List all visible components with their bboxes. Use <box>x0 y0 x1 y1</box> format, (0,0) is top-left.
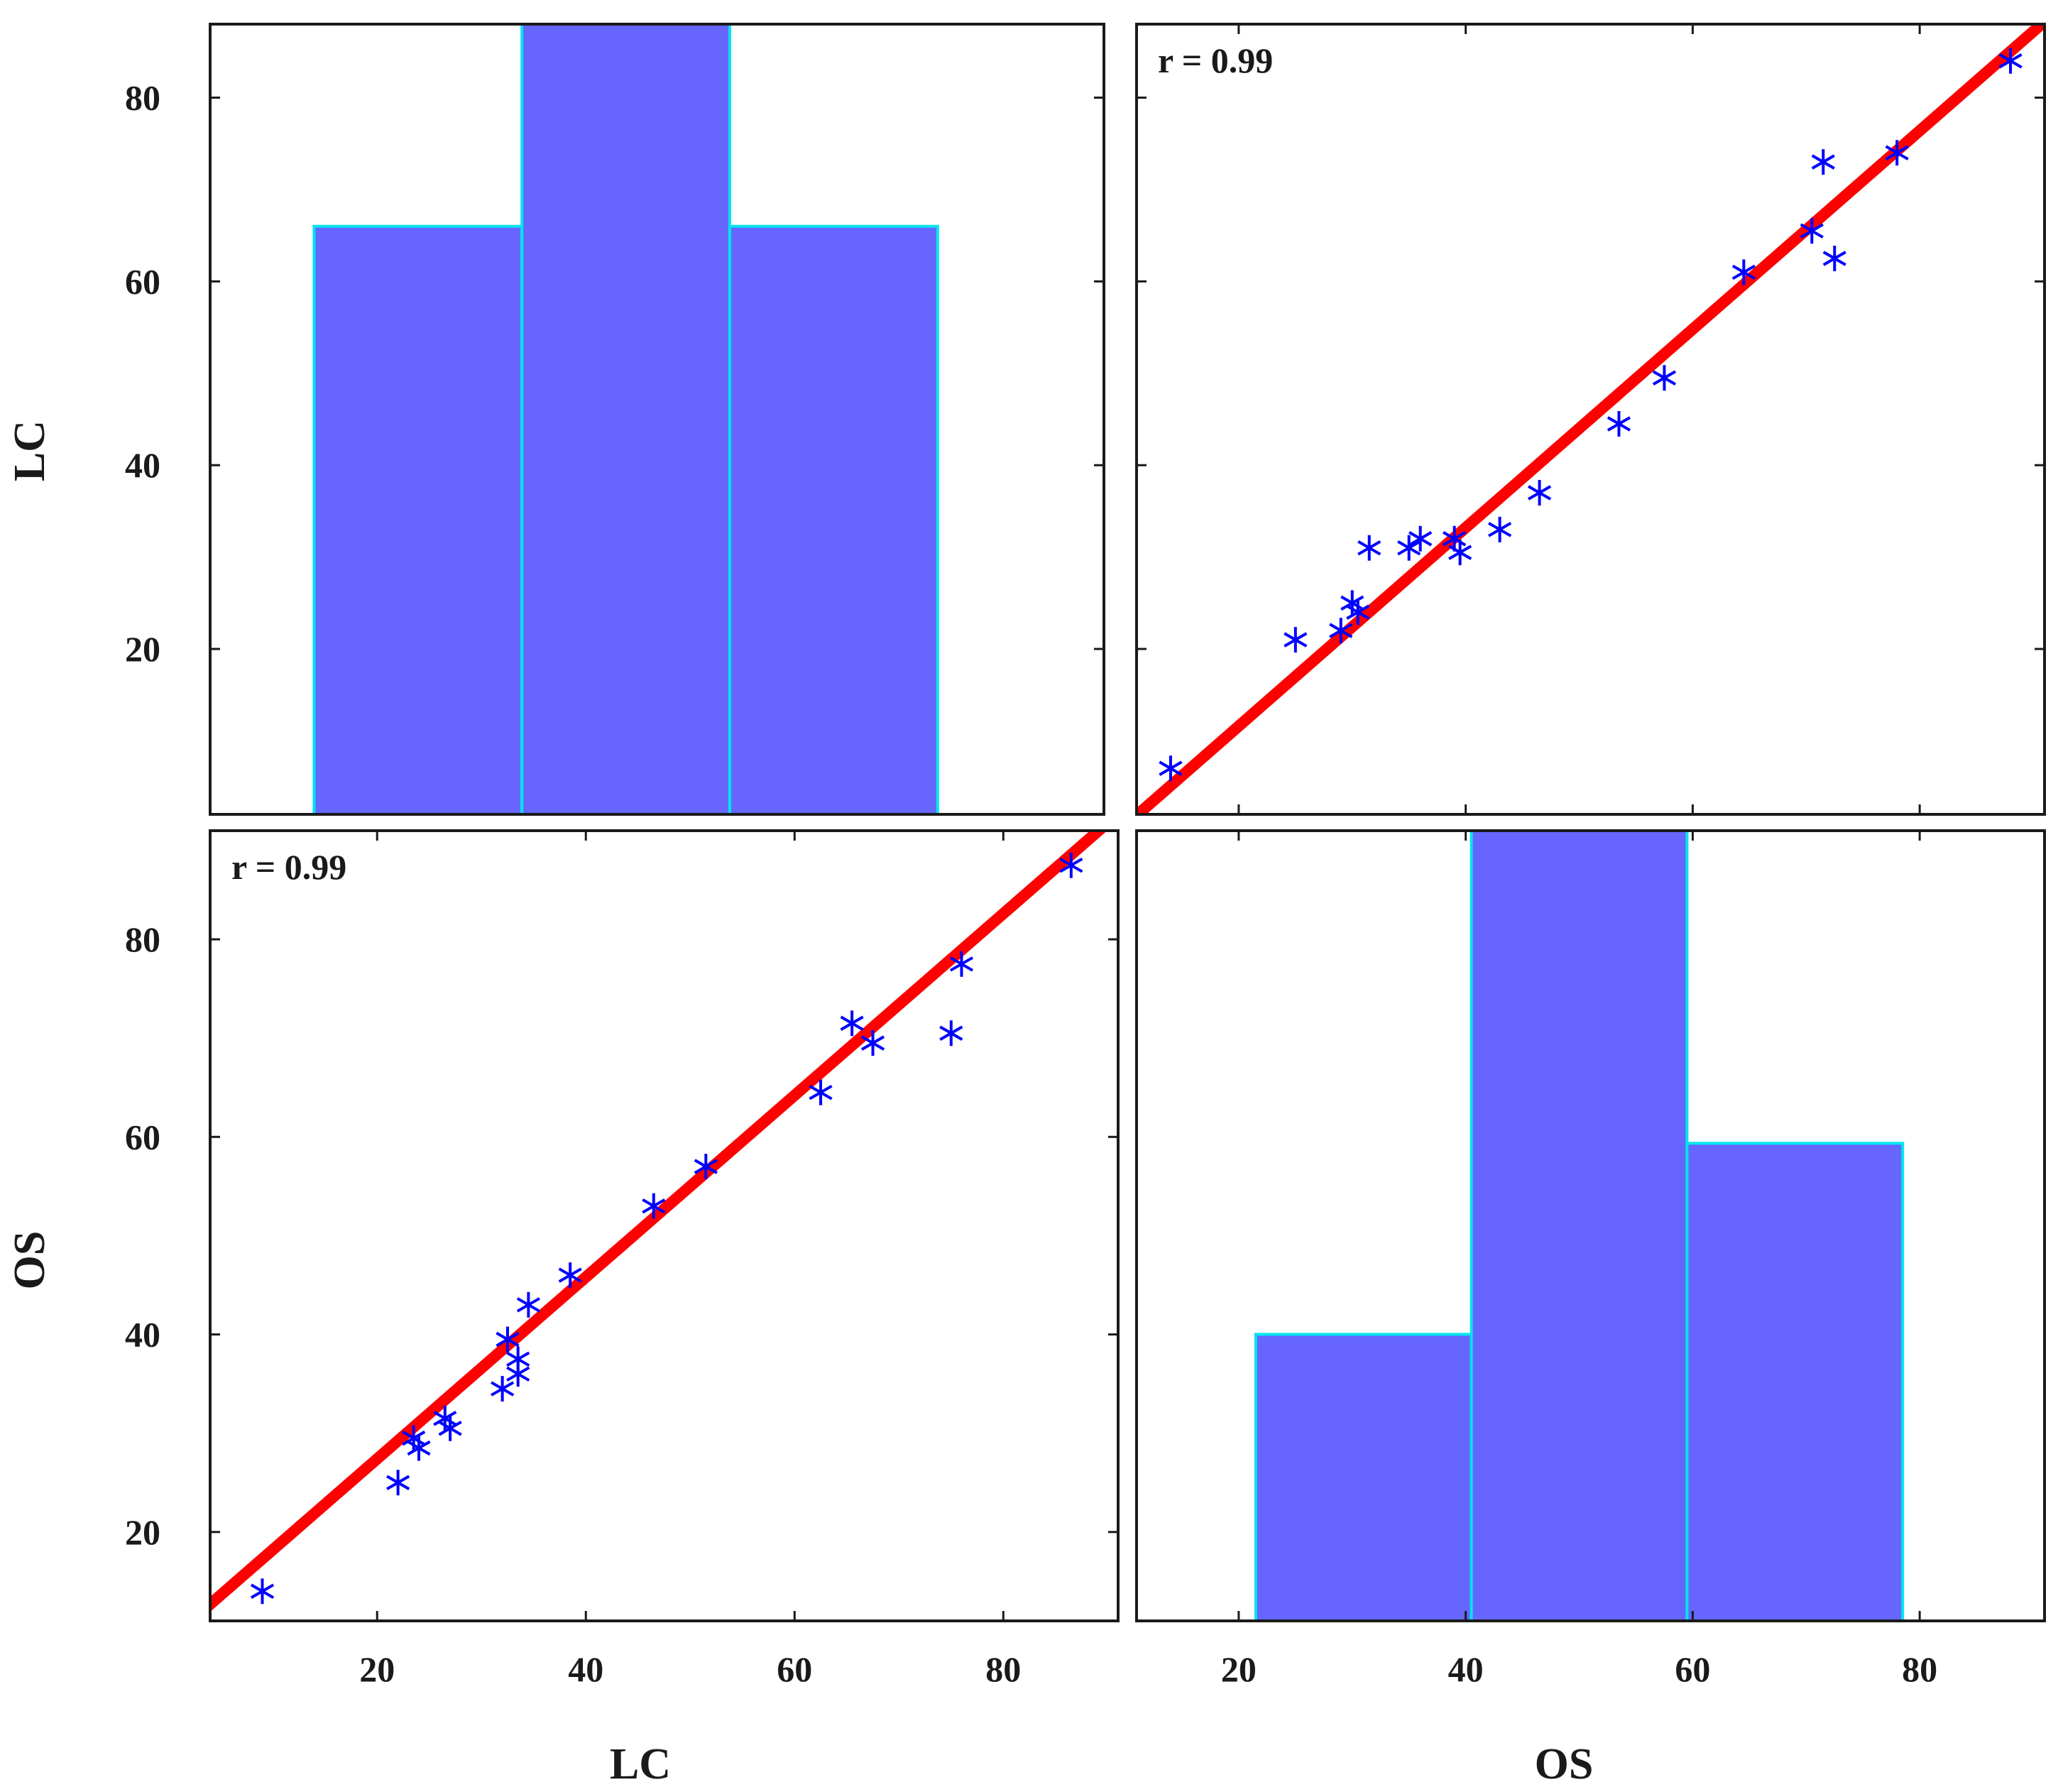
data-point <box>1822 246 1846 272</box>
y-tick-label: 60 <box>125 261 160 301</box>
panel-os-lc: r = 0.99 20 40 60 80 20 40 60 80 <box>125 829 1120 1689</box>
y-tick-label: 60 <box>125 1117 160 1157</box>
data-point <box>1885 140 1909 166</box>
x-tick-label: 20 <box>359 1649 395 1689</box>
data-point <box>1357 535 1381 561</box>
histogram-bars <box>312 24 939 814</box>
histogram-bar <box>728 224 939 814</box>
fit-line <box>210 831 1107 1612</box>
x-tick-label: 20 <box>1221 1649 1257 1689</box>
histogram-bars <box>1254 831 1905 1621</box>
data-point <box>949 951 974 977</box>
x-tick-label: 80 <box>1902 1649 1937 1689</box>
data-point <box>438 1415 462 1441</box>
data-point <box>496 1326 520 1353</box>
y-tick-label: 20 <box>125 1512 160 1552</box>
data-point <box>402 1425 426 1451</box>
data-point <box>407 1435 431 1461</box>
panel-frame <box>1135 829 2046 1622</box>
x-tick-label: 40 <box>568 1649 603 1689</box>
scatter-content <box>1137 24 2045 814</box>
data-point <box>1811 149 1835 175</box>
correlation-annotation: r = 0.99 <box>231 847 346 887</box>
y-tick-label: 80 <box>125 919 160 959</box>
data-point <box>1408 525 1433 552</box>
data-point <box>1448 540 1472 566</box>
histogram-bar <box>312 224 524 814</box>
data-point <box>1998 48 2023 74</box>
data-point <box>1059 852 1083 878</box>
panel-lc-lc: 20 40 60 80 <box>125 23 1105 816</box>
panels-layer: 20 40 60 80 r = 0.99 r = 0.99 20 40 60 80 20 40 60 80… <box>125 23 2046 1689</box>
y-tick-label: 40 <box>125 1315 160 1355</box>
data-point <box>840 1010 864 1037</box>
data-point <box>1159 755 1183 782</box>
x-tick-label: 60 <box>777 1649 812 1689</box>
y-tick-label: 80 <box>125 78 160 118</box>
histogram-bar <box>1470 831 1689 1621</box>
data-point <box>250 1578 275 1605</box>
data-point <box>1652 365 1677 391</box>
data-point <box>1329 618 1353 644</box>
data-point <box>860 1030 885 1056</box>
y-tick-label: 20 <box>125 629 160 669</box>
fit-line <box>1137 24 2045 814</box>
data-point <box>1443 525 1467 552</box>
data-point <box>1800 218 1824 244</box>
data-point <box>1340 590 1364 616</box>
y-axis-title-os: OS <box>6 1231 54 1290</box>
y-tick-label: 40 <box>125 445 160 485</box>
labels-layer: LC OS LC OS <box>6 420 1593 1788</box>
panel-os-os: 20 40 60 80 <box>1135 829 2046 1689</box>
data-point <box>386 1470 410 1496</box>
x-tick-label: 60 <box>1675 1649 1710 1689</box>
histogram-bar <box>1254 1333 1473 1621</box>
data-point <box>1731 259 1756 285</box>
x-axis-title-os: OS <box>1535 1740 1594 1788</box>
data-point <box>1397 535 1421 561</box>
panel-frame <box>209 829 1120 1622</box>
data-point <box>433 1405 457 1431</box>
data-point <box>694 1154 718 1180</box>
panel-lc-os: r = 0.99 <box>1135 23 2046 816</box>
histogram-bar <box>520 24 731 814</box>
data-point <box>1346 599 1370 625</box>
data-point <box>491 1376 515 1402</box>
y-axis-title-lc: LC <box>6 420 54 481</box>
data-point <box>642 1193 666 1219</box>
histogram-bar <box>1685 1142 1905 1621</box>
data-point <box>516 1291 540 1318</box>
x-tick-label: 80 <box>985 1649 1021 1689</box>
data-point <box>1607 410 1631 437</box>
data-point <box>558 1262 582 1289</box>
data-point <box>809 1079 833 1105</box>
scatter-content <box>210 831 1107 1612</box>
data-point <box>1527 480 1552 506</box>
correlation-annotation: r = 0.99 <box>1158 40 1273 80</box>
data-point <box>939 1020 963 1047</box>
x-tick-label: 40 <box>1448 1649 1484 1689</box>
data-point <box>506 1346 530 1372</box>
data-point <box>1284 627 1308 653</box>
panel-frame <box>1135 23 2046 816</box>
panel-frame <box>209 23 1105 816</box>
data-point <box>1488 516 1512 542</box>
x-axis-title-lc: LC <box>610 1740 671 1788</box>
